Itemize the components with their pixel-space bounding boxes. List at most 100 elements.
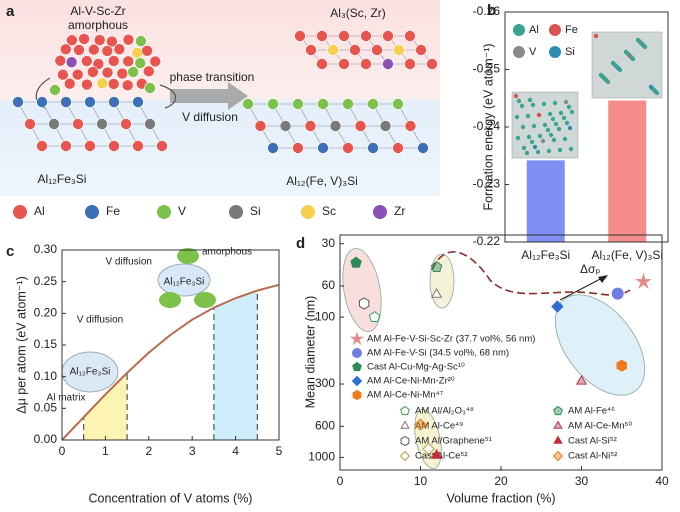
- marker: [414, 418, 427, 431]
- y-tick-label: -0.22: [473, 234, 501, 248]
- atom: [107, 78, 120, 90]
- atom: [12, 96, 24, 108]
- y-tick-label: 0.20: [34, 306, 58, 320]
- atom: [72, 118, 84, 130]
- marker: [553, 405, 563, 416]
- atom: [267, 142, 279, 154]
- inset-atom: [563, 99, 569, 105]
- legend-swatch: [157, 205, 171, 219]
- inset-atom: [530, 102, 536, 108]
- atom: [96, 77, 109, 90]
- y-tick-label: 600: [315, 418, 335, 432]
- phase-label: Al₁₂(Fe, V)₃Si: [286, 174, 358, 188]
- x-tick-label: 20: [494, 474, 508, 488]
- amorphous-blob: [194, 292, 216, 308]
- y-tick-label: 30: [322, 236, 336, 250]
- inset-atom: [524, 150, 530, 156]
- inset-atom: [569, 109, 575, 115]
- atom: [132, 140, 144, 152]
- atom: [279, 120, 292, 132]
- legend-label: Cast Al-Si⁵²: [568, 436, 617, 447]
- atom: [36, 96, 48, 108]
- y-tick-label: 60: [322, 278, 336, 292]
- inset-atom: [553, 121, 559, 127]
- x-tick-label: 5: [276, 444, 283, 458]
- x-axis-label: Concentration of V atoms (%): [89, 491, 253, 505]
- marker: [351, 375, 363, 387]
- atom: [101, 45, 114, 57]
- atom: [242, 98, 254, 110]
- inset-atom: [610, 60, 616, 66]
- y-tick-label: 0.05: [34, 401, 58, 415]
- atom: [392, 98, 404, 110]
- atom: [426, 58, 438, 70]
- amorphous-blob: [159, 292, 181, 308]
- inset-atom: [561, 115, 567, 121]
- marker: [616, 359, 627, 372]
- x-tick-label: 30: [575, 474, 589, 488]
- atom: [316, 58, 328, 70]
- atom: [92, 58, 105, 70]
- atom: [415, 44, 427, 56]
- panel-letter: b: [487, 2, 496, 19]
- atom: [121, 79, 134, 92]
- x-axis-label: Volume fraction (%): [446, 491, 555, 505]
- inset-atom: [535, 149, 541, 155]
- x-tick-label: 2: [145, 444, 152, 458]
- atom: [382, 30, 394, 42]
- atom: [292, 142, 304, 154]
- annotation: V diffusion: [77, 315, 124, 326]
- inset-atom: [514, 114, 520, 120]
- inset-atom: [519, 103, 525, 109]
- atom: [108, 140, 120, 152]
- bar: [526, 160, 565, 242]
- marker: [634, 272, 653, 290]
- atom: [101, 66, 114, 79]
- atom: [107, 55, 120, 67]
- legend-swatch: [513, 24, 525, 36]
- atom: [36, 140, 48, 152]
- atom: [113, 43, 126, 56]
- y-tick-label: 300: [315, 376, 335, 390]
- inset-atom: [548, 132, 554, 138]
- marker: [368, 310, 381, 322]
- legend-label: V: [529, 46, 537, 58]
- atom: [84, 140, 96, 152]
- inset-atom: [598, 72, 604, 78]
- annotation: amorphous: [202, 247, 252, 258]
- atom: [417, 142, 429, 154]
- amorphous-label: Al-V-Sc-Zr: [70, 4, 125, 18]
- arrow-label: phase transition: [170, 70, 255, 84]
- inset-atom: [532, 144, 538, 150]
- atom: [156, 140, 168, 152]
- atom: [66, 34, 78, 47]
- legend-label: AM Al-Fe-V-Si (34.5 vol%, 68 nm): [367, 348, 509, 359]
- legend-label: Sc: [322, 204, 336, 218]
- atom: [49, 84, 61, 96]
- marker: [350, 256, 362, 268]
- y-tick-label: 0.00: [34, 432, 58, 446]
- inset-atom: [545, 127, 551, 133]
- phase-label: Al₁₂Fe₃Si: [38, 172, 87, 186]
- marker: [553, 435, 563, 444]
- atom: [106, 35, 118, 48]
- atom: [327, 44, 339, 56]
- atom: [60, 96, 72, 108]
- atom: [78, 33, 90, 45]
- atom: [59, 43, 72, 56]
- marker: [352, 389, 362, 401]
- atom: [349, 44, 361, 56]
- annotation: Δσₚ: [580, 262, 601, 276]
- y-tick-label: -0.23: [473, 177, 501, 191]
- cluster: [157, 263, 211, 297]
- y-tick-label: 1000: [308, 450, 335, 464]
- atom: [73, 44, 85, 56]
- atom: [116, 67, 129, 80]
- panel-letter: c: [6, 243, 14, 260]
- atom: [382, 58, 394, 70]
- bar: [608, 100, 647, 242]
- trend-curve: [431, 251, 631, 296]
- atom: [63, 77, 76, 90]
- legend-label: Cast Al-Ce⁵²: [415, 451, 468, 462]
- atom: [108, 96, 120, 108]
